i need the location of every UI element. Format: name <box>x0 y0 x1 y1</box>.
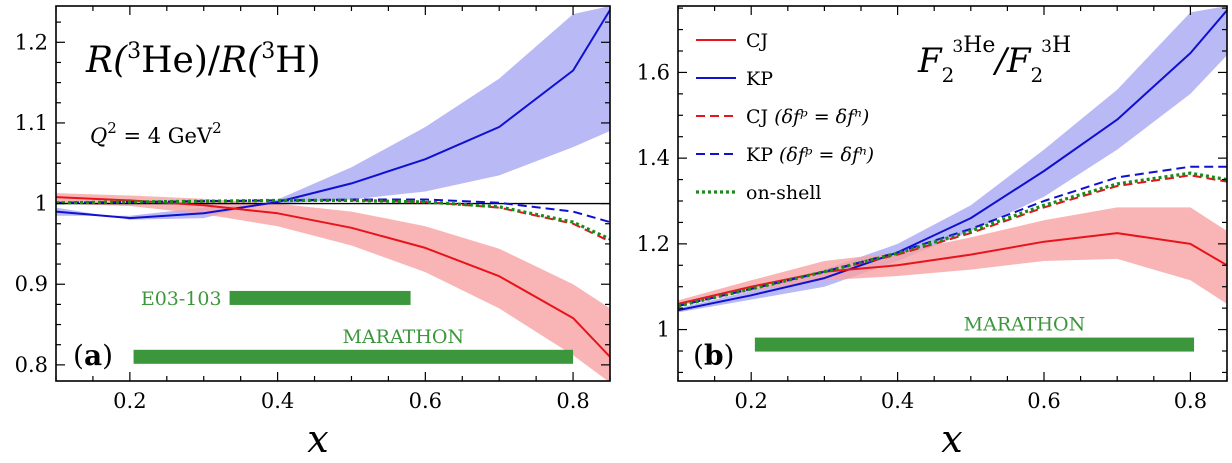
series-line-onshell <box>56 198 610 241</box>
series-line-kp <box>678 9 1227 312</box>
x-tick-label: 0.6 <box>1027 389 1060 413</box>
panel-a-axes-frame <box>55 5 611 382</box>
x-tick-label: 0.6 <box>409 389 442 413</box>
y-tick-label: 1.4 <box>637 146 670 170</box>
experiment-label: MARATHON <box>964 314 1086 336</box>
y-tick-label: 1.1 <box>15 111 48 135</box>
panel-b-label: (b) <box>693 339 734 372</box>
y-tick-label: 1.2 <box>637 232 670 256</box>
panel-a: E03-103 MARATHON 0.2 0.4 0.6 0.8 0.8 0.9 1 1.1 1.… <box>15 5 611 461</box>
panel-a-ticks: 0.2 0.4 0.6 0.8 0.8 0.9 1 1.1 1.2 <box>15 6 611 413</box>
panel-a-title: R(3He)/R(3H) <box>85 39 321 81</box>
y-tick-label: 1.6 <box>637 60 670 84</box>
legend-label-onshell: on-shell <box>746 182 821 204</box>
panel-a-label: (a) <box>73 339 113 372</box>
legend-label-kp_eq: KP (δfᵖ = δfⁿ) <box>746 144 874 166</box>
series-line-onshell <box>678 171 1227 308</box>
panel-b-xlabel: x <box>941 417 962 461</box>
experiment-bar-e03-103 <box>229 290 411 305</box>
series-line-kp_eq <box>678 165 1227 307</box>
y-tick-label: 0.8 <box>15 353 48 377</box>
y-tick-label: 1.2 <box>15 30 48 54</box>
y-tick-label: 1 <box>657 318 670 342</box>
legend-label-cj_eq: CJ (δfᵖ = δfⁿ) <box>746 106 869 128</box>
panel-b-plot-area: MARATHON <box>678 6 1227 352</box>
panel-b-legend: CJ KP CJ (δfᵖ = δfⁿ) KP (δfᵖ = δfⁿ) on-shell <box>696 30 874 204</box>
panel-b-title: F23He/F23H <box>917 33 1071 87</box>
band-kp <box>56 6 610 220</box>
experiment-label: E03-103 <box>141 288 222 310</box>
x-tick-label: 0.8 <box>1174 389 1207 413</box>
legend-label-kp: KP <box>746 68 773 90</box>
y-tick-label: 0.9 <box>15 272 48 296</box>
panel-a-plot-area: E03-103 MARATHON <box>56 6 610 381</box>
panel-b-marks <box>678 6 1227 313</box>
y-tick-label: 1 <box>35 192 48 216</box>
series-line-cj <box>678 232 1227 305</box>
x-tick-label: 0.8 <box>556 389 589 413</box>
legend-label-cj: CJ <box>746 30 768 52</box>
series-line-kp <box>56 9 610 220</box>
experiment-label: MARATHON <box>343 326 465 348</box>
panel-a-xlabel: x <box>307 417 328 461</box>
experiment-bar-marathon <box>754 337 1195 352</box>
x-tick-label: 0.4 <box>261 389 294 413</box>
band-cj <box>56 193 610 381</box>
panel-b-axes-frame <box>677 5 1228 382</box>
panel-b: MARATHON 0.2 0.4 0.6 0.8 1 1.2 1.4 1.6 CJ KP CJ (… <box>637 5 1228 461</box>
x-tick-label: 0.2 <box>113 389 146 413</box>
experiment-bar-marathon <box>133 349 574 364</box>
x-tick-label: 0.2 <box>734 389 767 413</box>
panel-a-marks <box>56 6 610 381</box>
band-kp <box>678 6 1227 313</box>
panel-b-ticks: 0.2 0.4 0.6 0.8 1 1.2 1.4 1.6 <box>637 6 1228 413</box>
panel-a-q2-annotation: Q2 = 4 GeV2 <box>90 119 222 148</box>
x-tick-label: 0.4 <box>881 389 914 413</box>
